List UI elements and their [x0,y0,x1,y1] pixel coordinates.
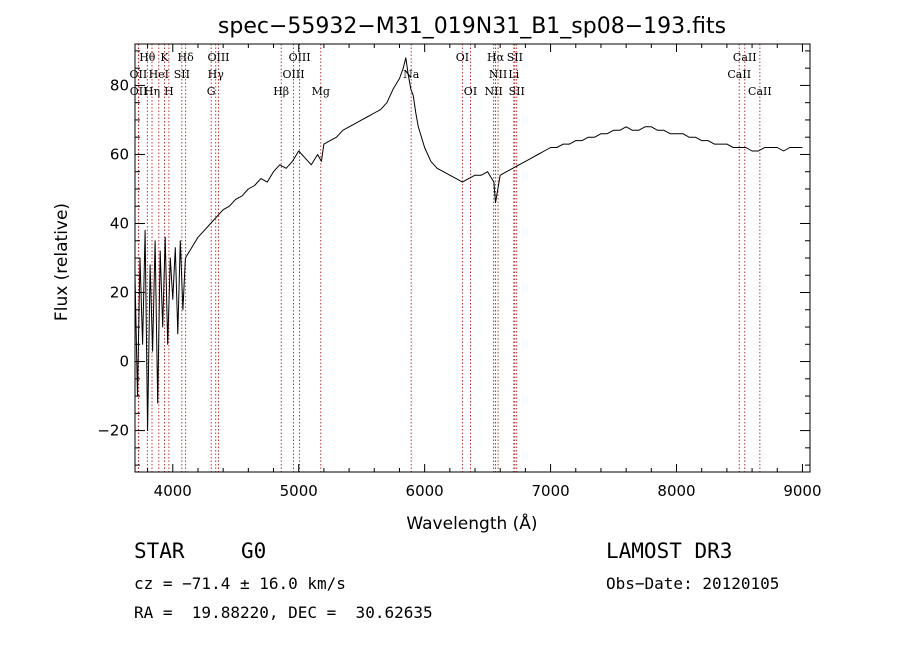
redshift-velocity: cz = −71.4 ± 16.0 km/s [134,574,346,593]
x-tick-label-1: 5000 [280,482,318,500]
x-axis-label: Wavelength (Å) [406,512,537,534]
line-marker-label-14: OIII [289,51,311,64]
line-marker-label-25: CaII [727,68,751,81]
survey-name: LAMOST DR3 [606,539,733,563]
line-marker-label-4: HeI [149,68,169,81]
axis-ticks: 4000 5000 6000 7000 8000 9000 −20 0 20 40 60 80 [97,44,822,500]
y-tick-label-4: 60 [110,145,129,163]
line-marker-label-12: Hβ [273,85,289,98]
line-marker-labels: OIIOIIHθHηHeIKHSIIHδGHγOIIIHβOIIIOIIIMgN… [130,51,772,98]
y-axis-label: Flux (relative) [52,203,72,321]
x-tick-label-2: 6000 [406,482,444,500]
line-marker-label-27: CaII [748,85,772,98]
y-tick-label-3: 40 [110,214,129,232]
object-class: STAR [134,539,185,563]
line-marker-label-6: H [164,85,174,98]
line-marker-label-13: OIII [283,68,305,81]
series-layer [134,57,803,432]
coordinates: RA = 19.88220, DEC = 30.62635 [134,603,433,622]
line-marker-label-3: Hη [144,85,160,98]
object-subclass: G0 [241,539,267,563]
line-marker-label-0: OII [130,68,148,81]
line-marker-label-15: Mg [312,85,330,98]
y-tick-label-5: 80 [110,76,129,94]
x-tick-label-5: 9000 [783,482,821,500]
line-marker-label-19: NII [484,85,502,98]
line-marker-label-8: Hδ [178,51,195,64]
line-marker-label-20: Hα [487,51,505,64]
line-marker-label-22: Li [508,68,519,81]
line-marker-label-23: SII [507,51,523,64]
line-marker-label-24: SII [509,85,525,98]
line-marker-label-1: OII [130,85,148,98]
line-marker-label-9: G [207,85,216,98]
chart-title: spec−55932−M31_019N31_B1_sp08−193.fits [218,14,726,39]
x-tick-label-3: 7000 [531,482,569,500]
line-marker-label-7: SII [174,68,190,81]
observation-date: Obs−Date: 20120105 [606,574,780,593]
line-marker-label-11: OIII [207,51,229,64]
line-marker-label-18: OI [464,85,477,98]
y-tick-label-2: 20 [110,284,129,302]
line-markers [137,44,761,472]
line-marker-label-17: OI [456,51,469,64]
y-tick-label-0: −20 [97,422,129,440]
y-tick-label-1: 0 [119,353,129,371]
line-marker-label-16: Na [403,68,420,81]
line-marker-label-2: Hθ [139,51,156,64]
x-tick-label-4: 8000 [657,482,695,500]
line-marker-label-21: NII [489,68,507,81]
series-line-spectrum [134,57,803,432]
line-marker-label-10: Hγ [208,68,225,81]
plot-frame [134,43,811,473]
x-tick-label-0: 4000 [154,482,192,500]
line-marker-label-26: CaII [733,51,757,64]
line-marker-label-5: K [160,51,169,64]
